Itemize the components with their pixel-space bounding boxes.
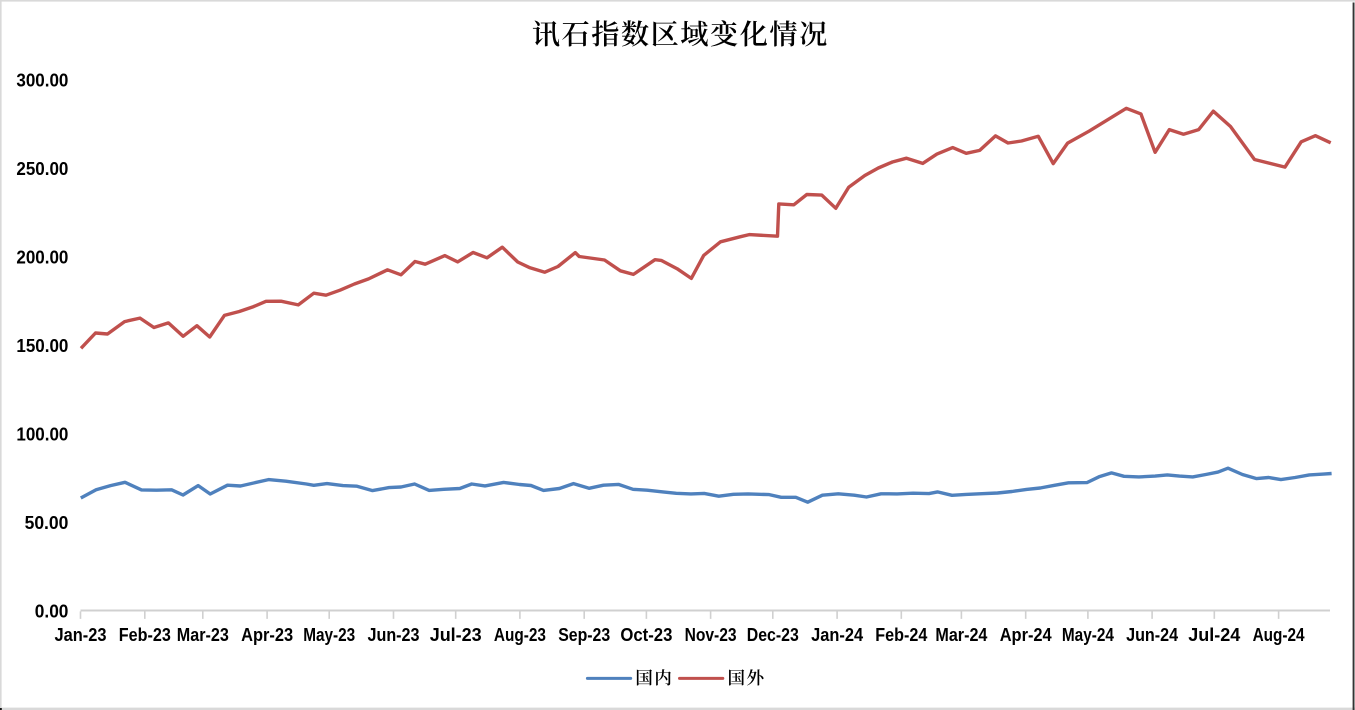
svg-text:200.00: 200.00 (16, 247, 68, 268)
svg-text:Jan-24: Jan-24 (811, 624, 864, 645)
svg-text:100.00: 100.00 (16, 424, 68, 445)
svg-text:Jul-23: Jul-23 (430, 624, 482, 645)
svg-text:May-23: May-23 (303, 624, 355, 645)
svg-text:Jun-24: Jun-24 (1126, 624, 1179, 645)
svg-text:Mar-23: Mar-23 (177, 624, 229, 645)
svg-text:Mar-24: Mar-24 (935, 624, 988, 645)
svg-text:300.00: 300.00 (16, 70, 68, 91)
svg-text:Aug-23: Aug-23 (494, 624, 546, 645)
svg-text:0.00: 0.00 (35, 601, 69, 622)
svg-text:Jan-23: Jan-23 (55, 624, 107, 645)
svg-text:Apr-23: Apr-23 (241, 624, 293, 645)
svg-text:Nov-23: Nov-23 (685, 624, 737, 645)
svg-text:Jul-24: Jul-24 (1188, 624, 1241, 645)
svg-text:250.00: 250.00 (16, 158, 68, 179)
svg-text:May-24: May-24 (1062, 624, 1115, 645)
svg-text:Oct-23: Oct-23 (620, 624, 672, 645)
svg-text:Aug-24: Aug-24 (1253, 624, 1306, 645)
svg-text:Feb-23: Feb-23 (119, 624, 171, 645)
svg-text:50.00: 50.00 (25, 512, 69, 533)
svg-text:Dec-23: Dec-23 (747, 624, 799, 645)
svg-text:Sep-23: Sep-23 (558, 624, 610, 645)
svg-text:Jun-23: Jun-23 (368, 624, 420, 645)
svg-text:Feb-24: Feb-24 (875, 624, 928, 645)
svg-text:150.00: 150.00 (16, 335, 68, 356)
svg-text:Apr-24: Apr-24 (1000, 624, 1053, 645)
